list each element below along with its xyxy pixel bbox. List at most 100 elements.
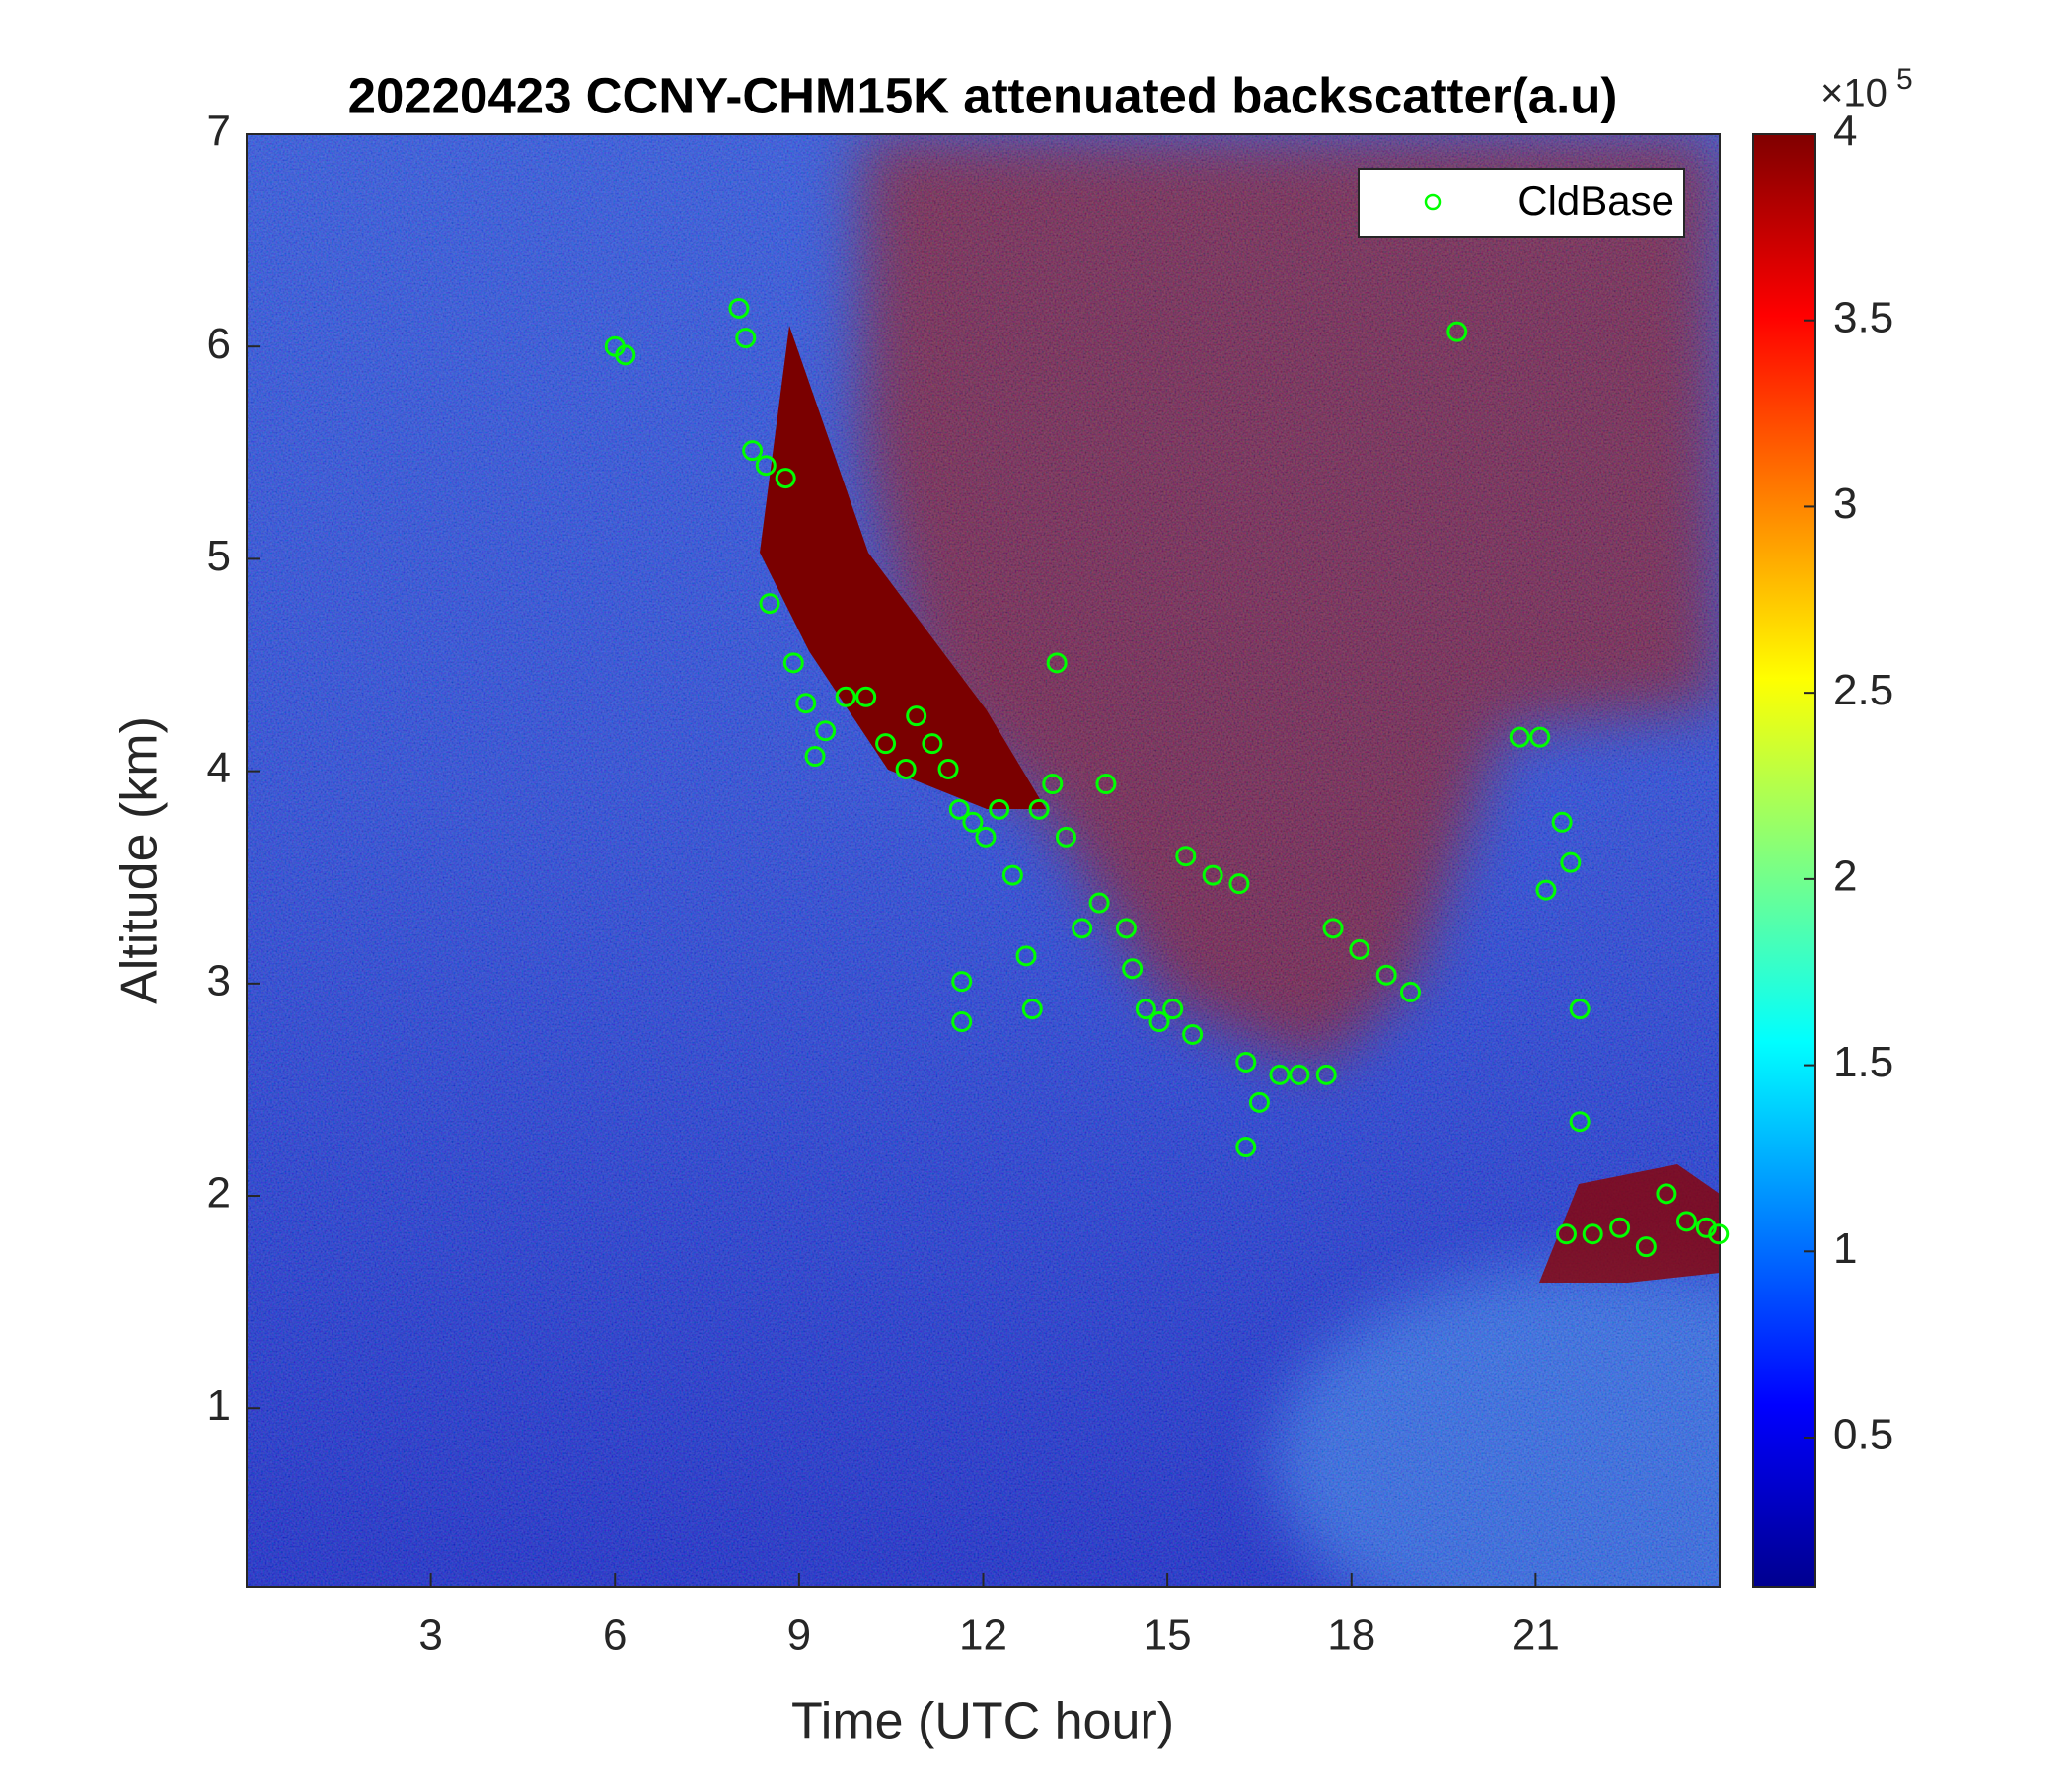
cloud-base-point [1115, 918, 1137, 939]
x-tick-label: 6 [603, 1611, 627, 1660]
cloud-base-point [1349, 938, 1370, 960]
cloud-base-point [1175, 846, 1197, 867]
x-axis-label: Time (UTC hour) [791, 1693, 1174, 1750]
cloud-base-point [1399, 981, 1421, 1002]
cloud-base-point [1582, 1223, 1603, 1245]
cloud-base-point [1289, 1064, 1310, 1085]
cloud-base-point [989, 798, 1010, 820]
cloud-base-point [948, 798, 970, 820]
y-tick-label: 5 [207, 532, 231, 580]
cloud-base-point [1675, 1211, 1697, 1232]
cloud-base-point [962, 811, 984, 833]
y-tick-label: 3 [207, 956, 231, 1004]
cloud-base-point [1135, 999, 1156, 1020]
cloud-base-point [951, 1011, 973, 1033]
cloud-base-point [1322, 918, 1344, 939]
colorbar-tick-label: 2.5 [1833, 666, 1893, 714]
cloud-base-point [1560, 851, 1582, 873]
cloud-base-point [1446, 321, 1468, 342]
x-tick-label: 12 [959, 1611, 1007, 1660]
colorbar [1752, 133, 1816, 1588]
cloud-base-point [1015, 945, 1037, 967]
cloud-base-point [782, 652, 804, 674]
cloud-base-point [1555, 1223, 1577, 1245]
cloud-base-point [975, 826, 997, 848]
cloud-base-point [1182, 1023, 1204, 1045]
cloud-base-point [1001, 864, 1023, 886]
cloud-base-point [1021, 999, 1043, 1020]
colorbar-tick-label: 4 [1833, 108, 1857, 156]
cloud-base-point [1529, 726, 1551, 748]
chart-title: 20220423 CCNY-CHM15K attenuated backscat… [348, 67, 1618, 123]
cloud-base-point [1235, 1137, 1257, 1158]
colorbar-tick-label: 0.5 [1833, 1411, 1893, 1459]
cloud-base-point [937, 758, 959, 779]
cloud-base-point [1122, 958, 1144, 980]
cloud-base-point [835, 686, 856, 707]
x-tick-label: 9 [787, 1611, 811, 1660]
x-tick-label: 18 [1327, 1611, 1375, 1660]
cloud-base-point [1509, 726, 1530, 748]
cloud-base-point [1569, 999, 1591, 1020]
cloud-base-point [1055, 826, 1076, 848]
y-tick-label: 1 [207, 1381, 231, 1430]
cloud-base-point [895, 758, 917, 779]
cloud-base-point [1202, 864, 1223, 886]
cloud-base-point [1535, 879, 1557, 901]
backscatter-image [247, 134, 1720, 1587]
cloud-base-point [1569, 1111, 1591, 1133]
cloud-base-point [1708, 1223, 1730, 1245]
cloud-base-point [815, 720, 837, 742]
cloud-base-point [1695, 1217, 1717, 1238]
cloud-base-point [804, 746, 826, 768]
cloud-base-point [755, 455, 777, 477]
y-axis-label: Altitude (km) [111, 716, 169, 1004]
cloud-base-point [855, 686, 877, 707]
cloud-base-point [1046, 652, 1068, 674]
cloud-base-point [742, 440, 764, 462]
cloud-base-point [1609, 1217, 1631, 1238]
y-tick-label: 7 [207, 108, 231, 156]
cloud-base-point [728, 297, 750, 319]
cloud-base-point [615, 344, 636, 366]
cloud-base-point [1551, 811, 1573, 833]
cloud-base-point [1072, 918, 1093, 939]
cloud-base-point [875, 733, 897, 755]
cloud-base-point [1228, 873, 1250, 895]
y-tick-label: 6 [207, 320, 231, 368]
cloud-base-point [1088, 892, 1110, 914]
legend-marker [1424, 193, 1442, 211]
x-tick-label: 21 [1512, 1611, 1560, 1660]
cloud-base-point [1235, 1051, 1257, 1073]
cloud-base-point [1028, 798, 1050, 820]
cloud-base-point [1095, 774, 1117, 795]
cloud-base-point [1656, 1183, 1677, 1205]
cloud-base-point [1375, 964, 1397, 986]
cloud-base-point [735, 328, 757, 349]
y-tick-label: 2 [207, 1169, 231, 1218]
cloud-base-point [795, 693, 817, 714]
cloud-base-point [1248, 1091, 1270, 1113]
colorbar-exponent: 5 [1896, 63, 1913, 96]
y-tick-label: 4 [207, 744, 231, 792]
colorbar-tick-label: 2 [1833, 851, 1857, 900]
cloud-base-point [906, 705, 927, 727]
legend-label: CldBase [1517, 178, 1674, 224]
cloud-base-point [1148, 1011, 1170, 1033]
cloud-base-point [1162, 999, 1184, 1020]
x-tick-label: 3 [418, 1611, 442, 1660]
cloud-base-point [775, 468, 796, 489]
legend [1358, 168, 1685, 238]
cloud-base-point [759, 593, 780, 615]
cloud-base-point [1042, 774, 1064, 795]
cloud-base-point [1315, 1064, 1337, 1085]
x-tick-label: 15 [1144, 1611, 1192, 1660]
colorbar-multiplier: ×10 [1820, 72, 1887, 115]
cloud-base-point [1635, 1236, 1657, 1258]
colorbar-tick-label: 1 [1833, 1224, 1857, 1273]
colorbar-tick-label: 3.5 [1833, 293, 1893, 341]
colorbar-tick-label: 1.5 [1833, 1038, 1893, 1086]
cloud-base-point [951, 971, 973, 993]
cloud-base-point [1269, 1064, 1291, 1085]
